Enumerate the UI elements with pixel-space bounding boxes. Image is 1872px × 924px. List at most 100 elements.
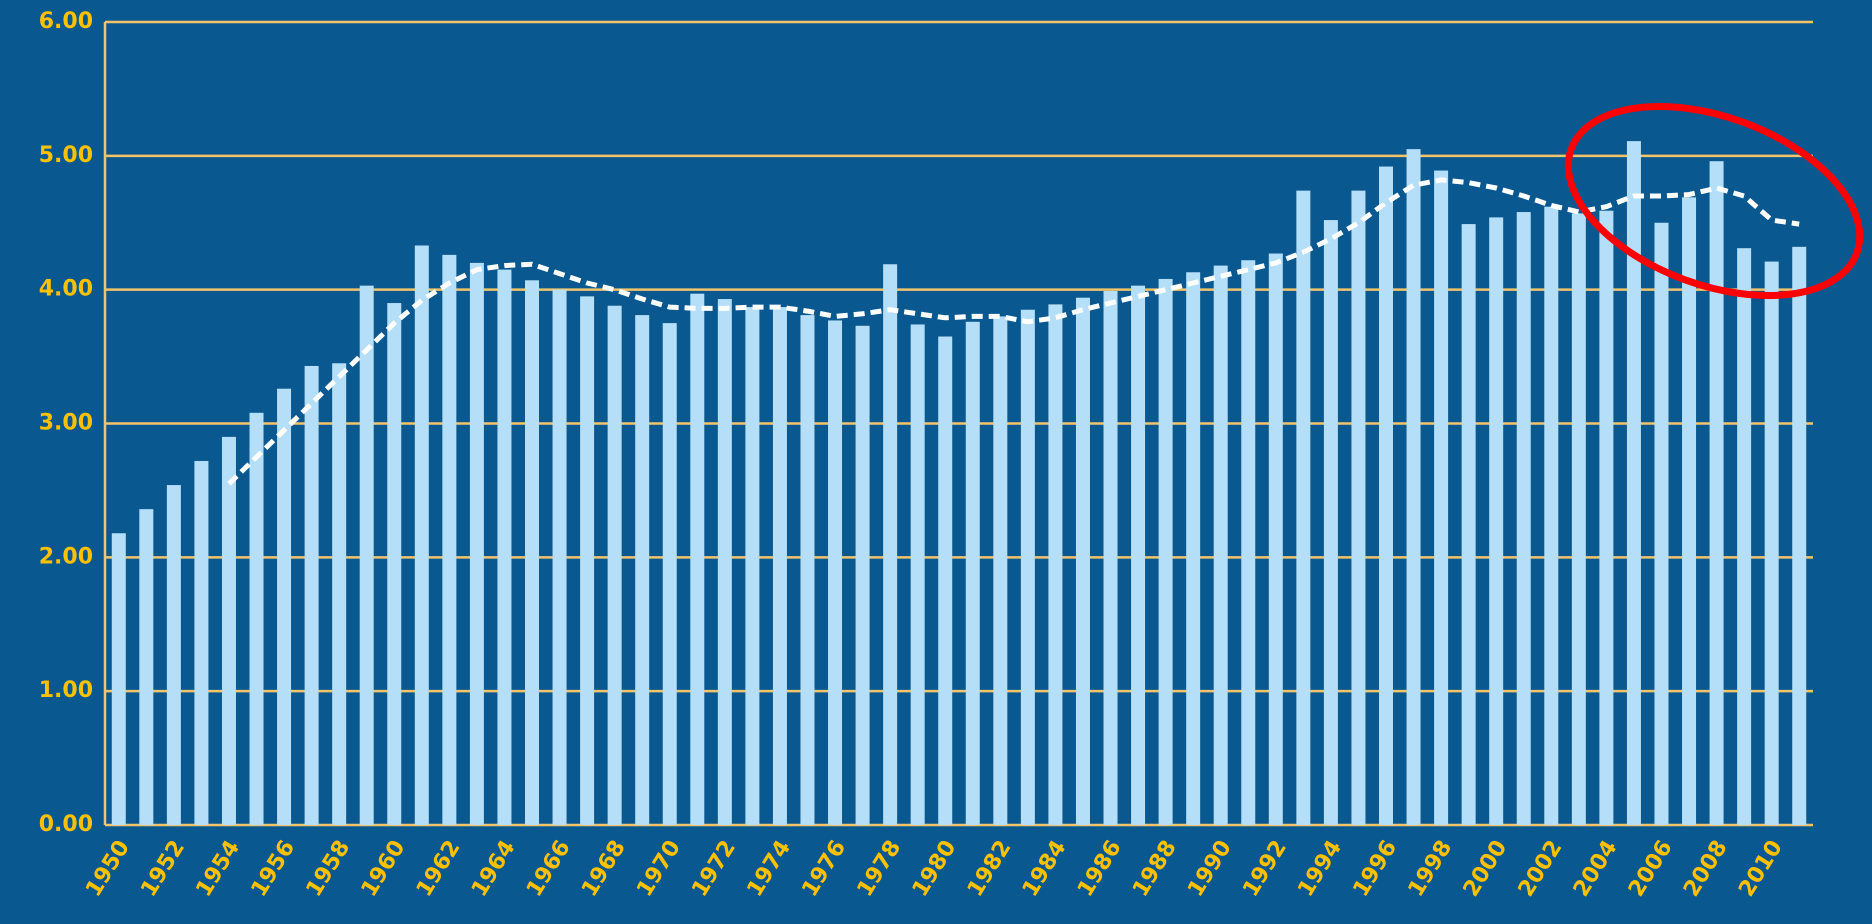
bar <box>1296 190 1311 825</box>
x-tick-label: 1998 <box>1404 836 1458 901</box>
bar <box>1571 213 1586 826</box>
bar <box>304 365 319 825</box>
x-tick-label: 1978 <box>853 836 907 901</box>
bar <box>1764 261 1779 826</box>
bar <box>1323 220 1338 825</box>
bar <box>249 412 264 825</box>
bar <box>525 280 539 825</box>
x-tick-label: 1966 <box>522 836 576 901</box>
bar <box>1709 161 1724 826</box>
bar <box>1461 224 1476 826</box>
x-tick-label: 1972 <box>687 836 741 901</box>
bar <box>772 307 787 825</box>
bar <box>993 316 1008 825</box>
x-tick-label: 2008 <box>1679 836 1733 901</box>
x-tick-label: 1964 <box>467 836 521 901</box>
x-tick-label: 2004 <box>1569 836 1623 901</box>
bar <box>1103 291 1118 825</box>
x-tick-label: 2002 <box>1514 836 1568 901</box>
bar <box>111 533 126 825</box>
bar <box>1516 212 1531 825</box>
bar <box>855 325 870 825</box>
x-tick-label: 1954 <box>191 836 245 901</box>
bar <box>662 323 677 825</box>
y-tick-label: 5.00 <box>39 143 93 168</box>
bar <box>1737 248 1752 825</box>
x-tick-label: 1968 <box>577 836 631 901</box>
bar <box>1682 197 1697 826</box>
bar <box>745 307 760 825</box>
x-tick-label: 1962 <box>412 836 466 901</box>
x-tick-label: 2006 <box>1624 836 1678 901</box>
bar <box>1654 222 1669 825</box>
bar <box>1379 166 1393 826</box>
bar <box>1213 265 1228 825</box>
bar <box>1268 253 1283 825</box>
y-tick-label: 6.00 <box>39 9 93 34</box>
bar <box>332 363 347 825</box>
bar <box>1158 278 1173 826</box>
bar <box>1131 285 1146 825</box>
bar <box>1048 304 1063 826</box>
bar <box>1489 217 1504 825</box>
bar <box>607 305 622 825</box>
x-tick-label: 1958 <box>302 836 356 901</box>
bar <box>1020 309 1035 825</box>
x-tick-label: 1950 <box>81 836 135 901</box>
x-tick-label: 1980 <box>908 836 962 901</box>
x-tick-label: 1986 <box>1073 836 1127 901</box>
bar <box>442 254 457 825</box>
bar <box>1792 246 1807 826</box>
bar <box>277 388 292 825</box>
x-tick-label: 1960 <box>357 836 411 901</box>
moving-average-line <box>227 177 1800 486</box>
x-tick-label: 1976 <box>798 836 852 901</box>
bar <box>883 264 898 825</box>
bar <box>1544 206 1559 825</box>
x-tick-label: 1994 <box>1293 836 1347 901</box>
bar <box>221 436 236 825</box>
bar <box>497 269 512 825</box>
bar <box>828 320 843 825</box>
x-tick-label: 2010 <box>1734 836 1788 901</box>
highlight-ellipse <box>1564 102 1864 300</box>
y-tick-label: 2.00 <box>39 544 93 569</box>
bar <box>552 289 567 826</box>
bar <box>414 245 429 826</box>
y-tick-label: 1.00 <box>39 678 93 703</box>
x-tick-label: 1952 <box>136 836 190 901</box>
x-tick-label: 1982 <box>963 836 1017 901</box>
bar <box>690 293 705 826</box>
bar <box>1351 190 1366 825</box>
x-tick-label: 1956 <box>247 836 301 901</box>
x-tick-label: 1974 <box>742 836 796 901</box>
x-tick-label: 1970 <box>632 836 686 901</box>
x-tick-label: 1996 <box>1349 836 1403 901</box>
bar <box>1075 297 1090 825</box>
x-tick-label: 1988 <box>1128 836 1182 901</box>
bar <box>1186 272 1201 826</box>
x-tick-label: 1990 <box>1183 836 1237 901</box>
bar <box>469 262 484 825</box>
bar <box>1599 210 1614 825</box>
bar <box>800 315 815 825</box>
bar <box>1626 141 1641 825</box>
bar <box>717 299 732 825</box>
y-tick-label: 4.00 <box>39 277 93 302</box>
bar <box>387 303 402 825</box>
x-tick-label: 1992 <box>1238 836 1292 901</box>
bar <box>194 460 209 825</box>
bar <box>965 321 980 825</box>
y-tick-label: 0.00 <box>39 812 93 837</box>
bar <box>1241 260 1256 825</box>
x-tick-label: 1984 <box>1018 836 1072 901</box>
bar <box>910 324 925 825</box>
y-tick-label: 3.00 <box>39 411 93 436</box>
bar <box>635 315 650 825</box>
bar <box>580 296 595 825</box>
x-tick-label: 2000 <box>1459 836 1513 901</box>
bar <box>359 285 374 825</box>
bar <box>1434 170 1449 825</box>
